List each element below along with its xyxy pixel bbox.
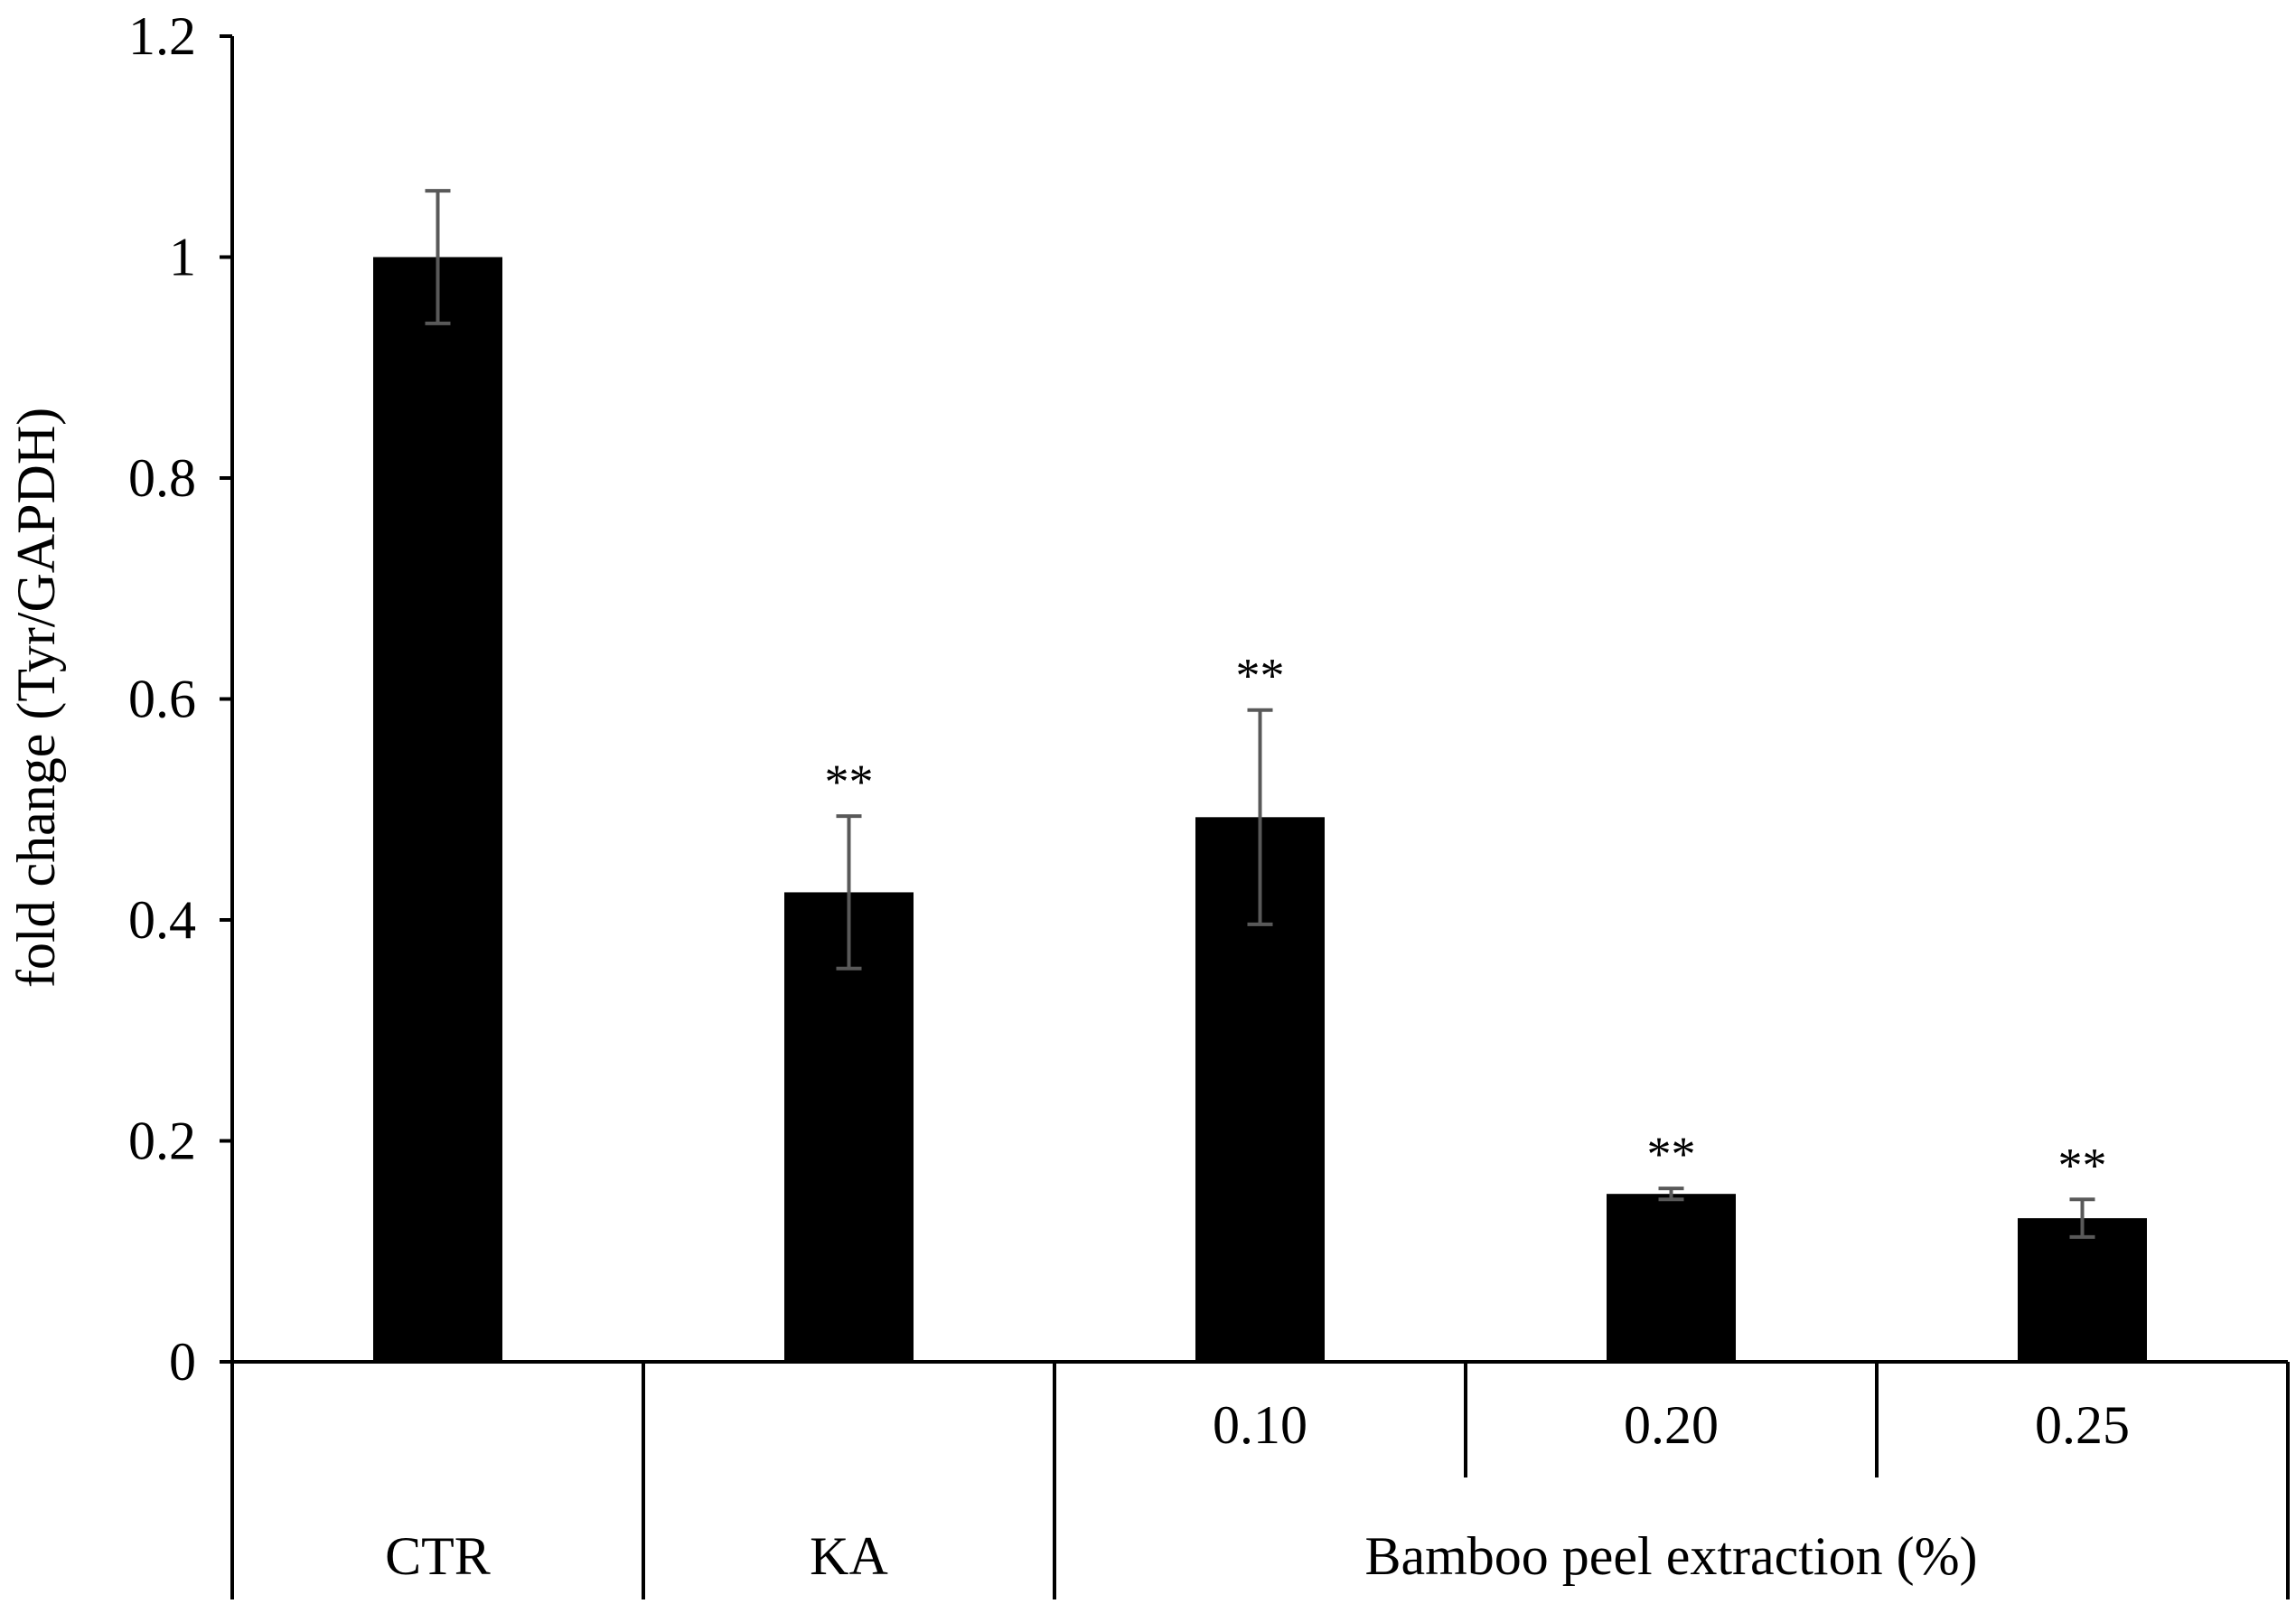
x-tick-label: 0.20 [1624,1395,1719,1455]
bar-0.20 [1607,1194,1736,1362]
group-label: CTR [385,1526,491,1586]
y-tick-label: 1.2 [128,6,196,66]
y-axis-title: fold change (Tyr/GAPDH) [6,408,66,988]
y-tick-label: 0.6 [128,670,196,729]
group-label: Bamboo peel extraction (%) [1364,1526,1977,1586]
bar-CTR [373,257,502,1362]
bar-0.25 [2018,1218,2147,1362]
x-tick-label: 0.10 [1213,1395,1307,1455]
y-tick-label: 0.8 [128,448,196,508]
group-label: KA [810,1526,888,1586]
labels: 0 0.2 0.4 0.6 0.8 1 1.2 ** ** ** ** 0.10 0.20 0.25 CTR… [128,6,2130,1586]
significance-label: ** [1236,649,1285,703]
y-tick-label: 0.4 [128,890,196,950]
significance-label: ** [2058,1138,2107,1192]
significance-label: ** [825,755,874,809]
bar-KA [784,892,914,1362]
x-tick-label: 0.25 [2035,1395,2130,1455]
significance-label: ** [1647,1127,1696,1181]
y-tick-label: 1 [169,228,196,287]
error-bars [425,189,2095,1239]
y-tick-label: 0.2 [128,1112,196,1171]
bars [373,257,2147,1362]
y-tick-label: 0 [169,1332,196,1392]
